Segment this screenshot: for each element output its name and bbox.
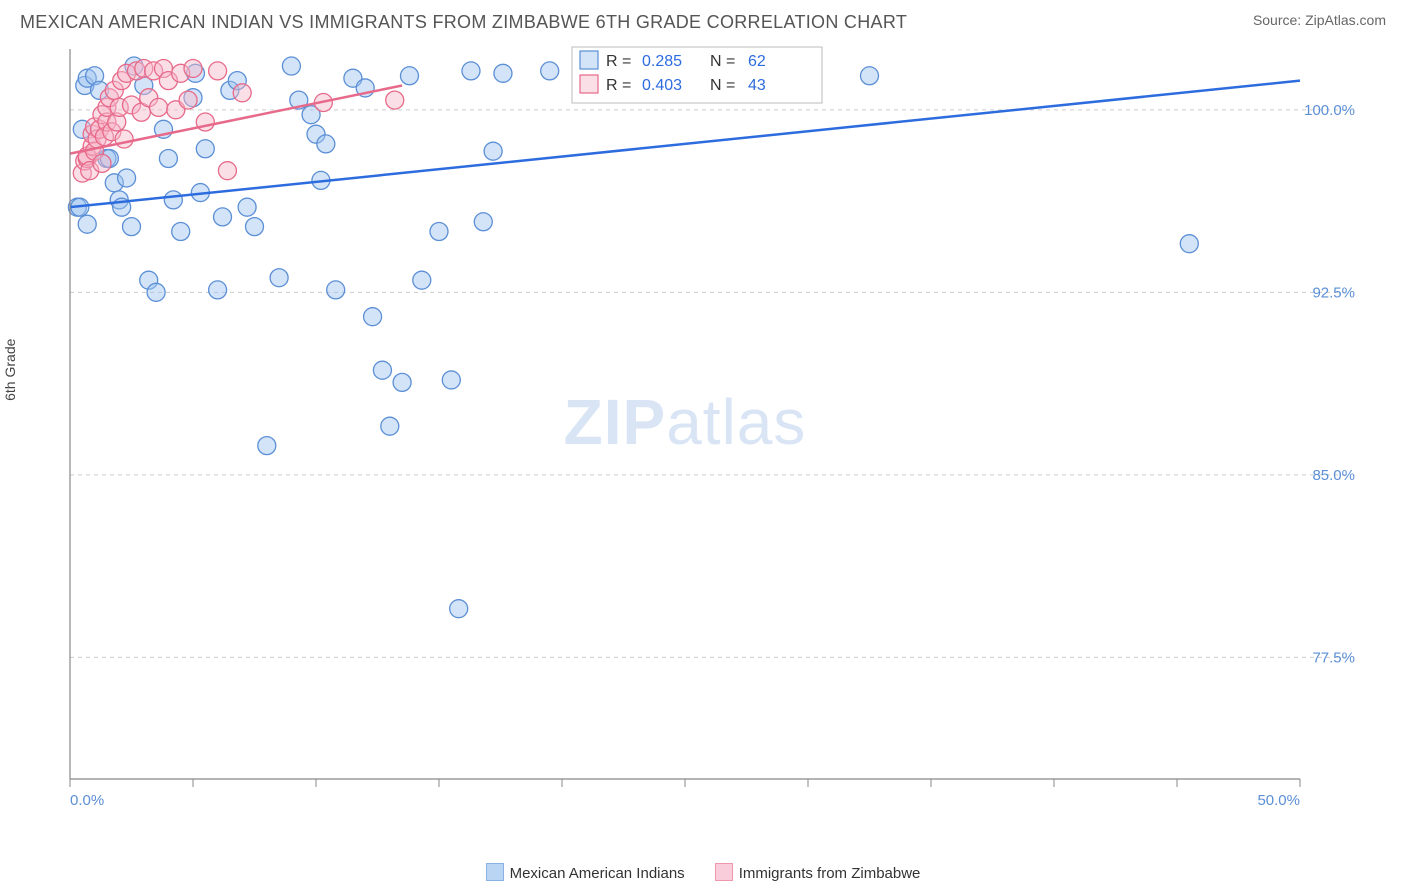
svg-text:R =: R = — [606, 53, 631, 70]
svg-text:62: 62 — [748, 53, 766, 70]
legend-item-1: Mexican American Indians — [486, 863, 685, 882]
svg-text:100.0%: 100.0% — [1304, 102, 1355, 119]
source-label: Source: ZipAtlas.com — [1253, 12, 1386, 28]
chart-title: MEXICAN AMERICAN INDIAN VS IMMIGRANTS FR… — [20, 12, 907, 33]
svg-text:50.0%: 50.0% — [1257, 792, 1300, 809]
svg-text:0.403: 0.403 — [642, 77, 682, 94]
svg-text:R =: R = — [606, 77, 631, 94]
svg-text:43: 43 — [748, 77, 766, 94]
svg-text:85.0%: 85.0% — [1312, 467, 1355, 484]
svg-text:0.0%: 0.0% — [70, 792, 104, 809]
svg-text:0.285: 0.285 — [642, 53, 682, 70]
svg-text:N =: N = — [710, 53, 735, 70]
source-link[interactable]: ZipAtlas.com — [1305, 12, 1386, 28]
svg-text:ZIPatlas: ZIPatlas — [564, 386, 807, 458]
svg-text:77.5%: 77.5% — [1312, 649, 1355, 666]
svg-text:92.5%: 92.5% — [1312, 284, 1355, 301]
y-axis-label: 6th Grade — [2, 339, 18, 401]
legend-item-2: Immigrants from Zimbabwe — [715, 863, 921, 882]
legend-swatch-blue — [486, 863, 504, 881]
bottom-legend: Mexican American Indians Immigrants from… — [0, 863, 1406, 882]
legend-swatch-pink — [715, 863, 733, 881]
correlation-scatter-chart: 100.0% 92.5% 85.0% 77.5% ZIPatlas 0.0% 50.0% R … — [20, 39, 1360, 809]
svg-text:N =: N = — [710, 77, 735, 94]
